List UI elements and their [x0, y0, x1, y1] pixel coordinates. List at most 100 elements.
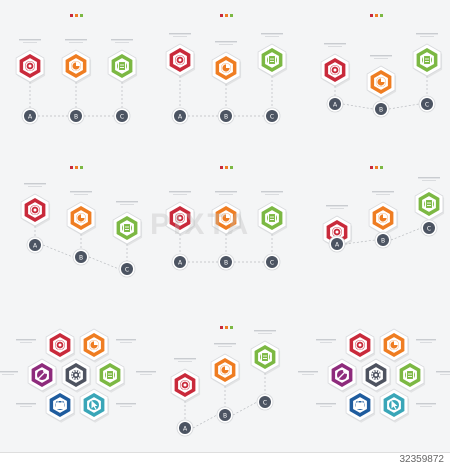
clipboard-icon — [266, 212, 278, 224]
hexagon-red — [45, 328, 76, 363]
step-letter: A — [178, 259, 183, 266]
hexagon-red — [320, 53, 351, 88]
step-node: B — [372, 100, 390, 118]
target-icon — [54, 339, 66, 351]
cursor-icon — [388, 399, 400, 411]
text-placeholder — [23, 42, 37, 43]
text-placeholder — [169, 191, 191, 193]
color-dots — [370, 14, 383, 17]
connector-line — [388, 103, 420, 110]
text-placeholder — [261, 33, 283, 35]
hexagon-blue — [45, 388, 76, 423]
clipboard-icon — [421, 54, 433, 66]
text-placeholder — [265, 36, 279, 37]
text-placeholder — [416, 403, 436, 405]
connector-line — [342, 103, 374, 110]
hexagon-teal — [79, 388, 110, 423]
step-letter: C — [120, 113, 124, 120]
step-letter: A — [335, 241, 340, 248]
step-node-fill — [220, 110, 232, 122]
text-placeholder — [70, 191, 92, 193]
clipboard-icon — [266, 54, 278, 66]
step-node: B — [216, 406, 234, 424]
step-letter: C — [270, 259, 274, 266]
hexagon-red — [20, 193, 51, 228]
text-placeholder — [376, 194, 390, 195]
hexagon-green — [95, 358, 126, 393]
text-placeholder — [418, 177, 440, 179]
text-placeholder — [16, 403, 36, 405]
text-placeholder — [219, 44, 233, 45]
color-dots — [370, 166, 383, 169]
text-placeholder — [324, 43, 346, 45]
hexagon-orange — [211, 51, 242, 86]
hexagon-orange — [210, 353, 241, 388]
step-node-fill — [174, 256, 186, 268]
text-placeholder — [420, 342, 432, 343]
step-node: A — [176, 419, 194, 437]
hexagon-red — [165, 43, 196, 78]
text-placeholder — [28, 186, 42, 187]
text-placeholder — [219, 194, 233, 195]
step-node-fill — [29, 239, 41, 251]
hexagon-red — [170, 368, 201, 403]
step-node: A — [328, 235, 346, 253]
step-node: C — [118, 260, 136, 278]
connector-line — [344, 239, 376, 245]
target-icon — [331, 226, 343, 238]
step-letter: B — [223, 412, 227, 419]
target-icon — [329, 64, 341, 76]
hexagon-orange — [379, 328, 410, 363]
hexagon-red — [165, 201, 196, 236]
chart-icon — [377, 212, 389, 224]
hexagon-orange — [61, 49, 92, 84]
text-placeholder — [173, 194, 187, 195]
text-placeholder — [215, 191, 237, 193]
briefcase-icon — [54, 399, 66, 411]
text-placeholder — [65, 39, 87, 41]
text-placeholder — [254, 330, 276, 332]
clipboard-icon — [121, 222, 133, 234]
text-placeholder — [298, 371, 318, 373]
text-placeholder — [0, 371, 18, 373]
step-node: C — [113, 107, 131, 125]
chart-icon — [220, 62, 232, 74]
step-node-fill — [220, 256, 232, 268]
step-letter: C — [425, 101, 429, 108]
image-id: 32359872 — [399, 454, 445, 465]
text-placeholder — [326, 205, 348, 207]
connector-line — [390, 227, 422, 241]
step-node-fill — [375, 103, 387, 115]
hexagon-green — [412, 43, 443, 78]
chart-icon — [219, 364, 231, 376]
footer-bar: 32359872 — [0, 452, 450, 469]
step-node: B — [217, 253, 235, 271]
gear-icon — [370, 369, 382, 381]
step-node: C — [418, 95, 436, 113]
connector-line — [192, 414, 218, 429]
step-node: B — [217, 107, 235, 125]
clipboard-icon — [104, 369, 116, 381]
hexagon-orange — [366, 65, 397, 100]
step-node-fill — [377, 234, 389, 246]
text-placeholder — [372, 191, 394, 193]
step-letter: A — [33, 242, 38, 249]
text-placeholder — [316, 403, 336, 405]
step-node-fill — [174, 110, 186, 122]
chart-icon — [75, 212, 87, 224]
text-placeholder — [178, 361, 192, 362]
step-letter: B — [379, 106, 383, 113]
hexagon-blue — [345, 388, 376, 423]
hexagon-red — [15, 49, 46, 84]
step-node: B — [67, 107, 85, 125]
color-dots — [220, 166, 233, 169]
target-icon — [174, 212, 186, 224]
step-node: A — [171, 107, 189, 125]
step-node: C — [420, 219, 438, 237]
target-icon — [354, 339, 366, 351]
hexagon-orange — [211, 201, 242, 236]
text-placeholder — [120, 406, 132, 407]
text-placeholder — [436, 371, 450, 373]
step-node-fill — [24, 110, 36, 122]
